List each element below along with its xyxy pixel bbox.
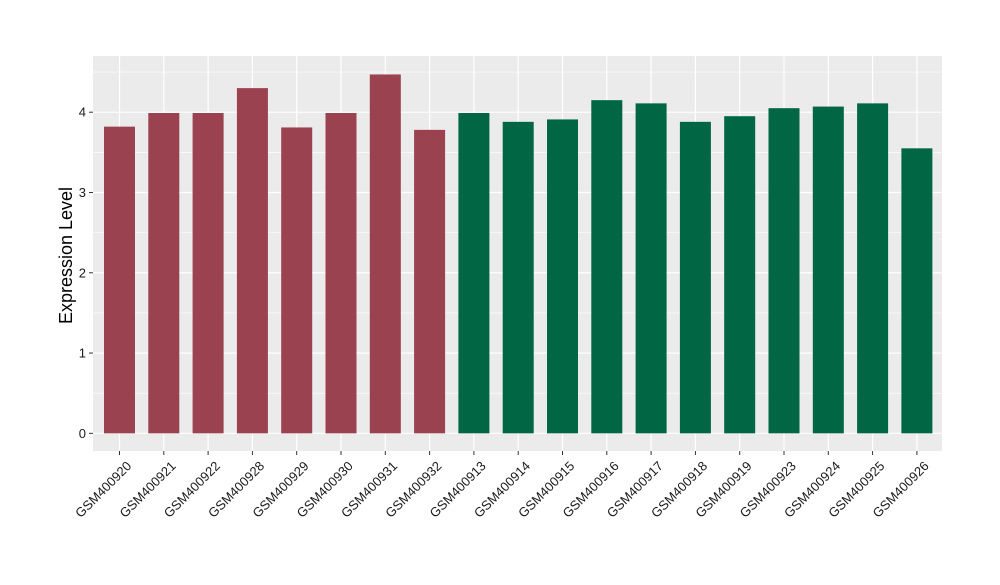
y-axis-title: Expression Level (56, 187, 76, 324)
y-tick-label: 3 (79, 185, 86, 200)
bar-GSM400931 (369, 74, 401, 434)
bar-GSM400924 (812, 106, 844, 434)
bar-GSM400923 (768, 108, 800, 434)
y-tick-label: 1 (79, 346, 86, 361)
bar-GSM400917 (635, 103, 667, 434)
y-tick-label: 4 (79, 105, 86, 120)
bar-GSM400928 (236, 88, 268, 434)
bar-GSM400925 (857, 103, 889, 434)
bar-GSM400920 (104, 126, 135, 434)
bar-GSM400929 (281, 127, 313, 434)
bar-GSM400916 (591, 100, 623, 434)
bars (104, 74, 933, 434)
bar-GSM400915 (547, 119, 578, 434)
bar-GSM400921 (148, 113, 180, 434)
bar-GSM400930 (325, 113, 357, 434)
bar-GSM400913 (458, 113, 490, 434)
bar-GSM400922 (192, 113, 224, 434)
bar-GSM400932 (414, 129, 446, 434)
bar-GSM400914 (502, 121, 534, 434)
bar-GSM400919 (724, 116, 756, 434)
y-tick-label: 0 (79, 426, 86, 441)
bar-GSM400918 (679, 121, 711, 434)
bar-GSM400926 (901, 148, 933, 434)
y-tick-label: 2 (79, 265, 86, 280)
